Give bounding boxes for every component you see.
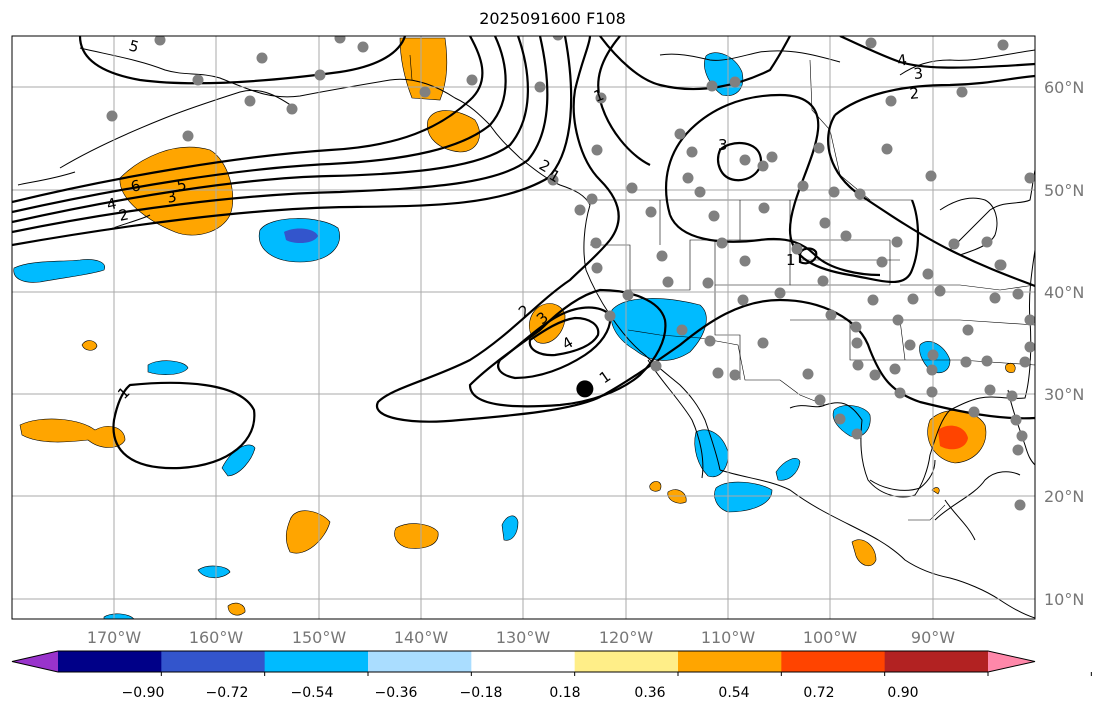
shade-negative — [714, 481, 773, 513]
contour-label: 3 — [913, 64, 924, 83]
colorbar-label: −0.54 — [291, 685, 334, 701]
contour-label: 2 — [909, 84, 920, 103]
colorbar-label: 0.36 — [634, 685, 665, 701]
colorbar-tick-labels: −0.90 −0.72 −0.54 −0.36 −0.18 0.18 0.36 … — [122, 685, 919, 701]
shade-negative — [775, 458, 801, 481]
shade-positive — [81, 340, 98, 351]
shade-strong-negative — [284, 228, 318, 244]
contour-label: 6 — [129, 176, 142, 196]
lon-label: 160°W — [189, 628, 244, 647]
colorbar-label: 0.18 — [549, 685, 580, 701]
shade-negative — [221, 444, 256, 477]
gridlines — [12, 36, 1035, 619]
coastlines — [17, 47, 1035, 619]
colorbar-segment — [574, 651, 679, 672]
shade-positive — [394, 523, 439, 549]
lon-label: 130°W — [496, 628, 551, 647]
colorbar-segment — [781, 651, 886, 672]
highlight-marker — [576, 380, 594, 398]
colorbar-label: 0.54 — [718, 685, 749, 701]
colorbar-segment — [678, 651, 782, 672]
shade-negative — [501, 515, 519, 541]
colorbar-extend-min — [12, 651, 58, 672]
lat-label: 40°N — [1044, 283, 1084, 302]
shade-strong-positive — [938, 425, 968, 450]
lon-label: 150°W — [292, 628, 347, 647]
shaded-areas — [13, 37, 1016, 619]
map-frame — [11, 35, 1036, 620]
lat-label: 20°N — [1044, 487, 1084, 506]
colorbar-segment — [58, 651, 162, 672]
shade-negative — [103, 613, 135, 619]
colorbar-segment — [471, 651, 576, 672]
shade-positive — [285, 510, 331, 554]
contour-label: 2 — [117, 205, 130, 225]
shade-negative — [610, 298, 707, 361]
colorbar-segment — [264, 651, 369, 672]
shade-positive — [851, 539, 877, 567]
colorbar-label: 0.90 — [887, 685, 918, 701]
lon-label: 100°W — [803, 628, 858, 647]
colorbar-segment — [368, 651, 472, 672]
lon-label: 170°W — [87, 628, 142, 647]
shade-positive — [649, 481, 662, 492]
shade-positive — [19, 418, 126, 448]
contour-label: 3 — [165, 187, 178, 207]
contour-label: 5 — [175, 175, 188, 195]
lat-labels: 10°N 20°N 30°N 40°N 50°N 60°N — [1044, 78, 1084, 609]
colorbar-label: −0.72 — [206, 685, 249, 701]
shade-positive — [1005, 362, 1016, 373]
lat-label: 50°N — [1044, 181, 1084, 200]
lat-label: 10°N — [1044, 590, 1084, 609]
map-field — [12, 36, 1035, 619]
contour-label: 3 — [718, 136, 728, 154]
lon-label: 120°W — [599, 628, 654, 647]
shade-negative — [13, 259, 106, 283]
lon-label: 140°W — [394, 628, 449, 647]
shade-negative — [197, 565, 231, 579]
shade-positive — [427, 110, 480, 153]
map-title: 2025091600 F108 — [479, 9, 626, 28]
lon-label: 90°W — [911, 628, 955, 647]
shade-positive — [227, 602, 246, 616]
colorbar-label: 0.72 — [803, 685, 834, 701]
lon-label: 110°W — [701, 628, 756, 647]
lat-label: 30°N — [1044, 385, 1084, 404]
station-markers — [106, 36, 1035, 511]
lat-label: 60°N — [1044, 78, 1084, 97]
colorbar-label: −0.18 — [460, 685, 503, 701]
colorbar-extend-max — [988, 651, 1035, 672]
colorbar-segment — [161, 651, 266, 672]
colorbar-outline — [11, 650, 1036, 673]
colorbar-label: −0.36 — [375, 685, 418, 701]
contour-label: 4 — [105, 194, 118, 214]
lon-labels: 170°W 160°W 150°W 140°W 130°W 120°W 110°… — [87, 628, 955, 647]
contour-label: 4 — [896, 51, 908, 70]
contour-label: 1 — [114, 383, 133, 402]
shade-negative — [694, 429, 729, 478]
shade-positive — [399, 37, 448, 101]
colorbar-label: −0.90 — [122, 685, 165, 701]
contour-label: 5 — [127, 36, 141, 56]
contour-label: 1 — [786, 251, 796, 269]
contour-label: 1 — [596, 367, 614, 387]
colorbar-segment — [884, 651, 989, 672]
colorbar — [11, 650, 1092, 676]
shade-negative — [147, 360, 189, 375]
